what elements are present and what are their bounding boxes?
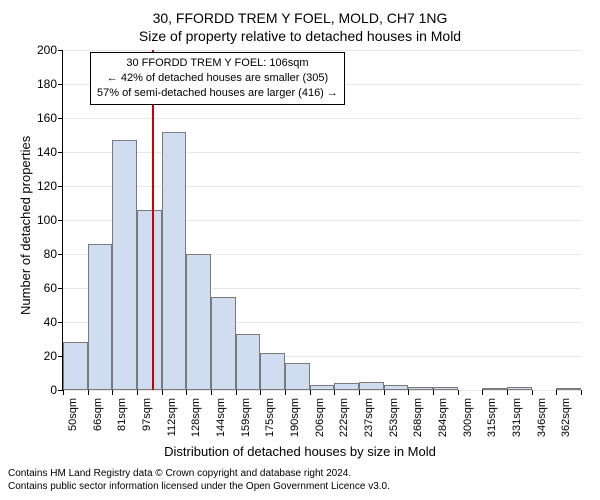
histogram-bar <box>211 297 236 391</box>
x-tick-mark <box>211 390 212 395</box>
y-tick-label: 160 <box>37 111 57 125</box>
histogram-bar <box>137 210 162 390</box>
histogram-bar <box>260 353 285 390</box>
chart-container: { "title": { "line1": "30, FFORDD TREM Y… <box>0 0 600 500</box>
histogram-bar <box>236 334 261 390</box>
y-tick-mark <box>58 322 63 323</box>
x-tick-mark <box>507 390 508 395</box>
histogram-bar <box>507 387 532 390</box>
x-tick-label: 253sqm <box>388 398 400 437</box>
x-tick-label: 300sqm <box>462 398 474 437</box>
x-tick-mark <box>162 390 163 395</box>
histogram-bar <box>408 387 433 390</box>
annotation-line: 57% of semi-detached houses are larger (… <box>97 86 338 101</box>
histogram-bar <box>162 132 187 390</box>
x-tick-label: 128sqm <box>190 398 202 437</box>
x-tick-label: 50sqm <box>67 398 79 431</box>
x-tick-label: 112sqm <box>166 398 178 436</box>
x-tick-mark <box>112 390 113 395</box>
x-tick-mark <box>285 390 286 395</box>
y-tick-label: 40 <box>44 315 57 329</box>
x-tick-label: 206sqm <box>314 398 326 437</box>
histogram-bar <box>433 387 458 390</box>
histogram-bar <box>334 383 359 390</box>
x-tick-mark <box>532 390 533 395</box>
y-tick-label: 80 <box>44 247 57 261</box>
histogram-bar <box>556 388 581 390</box>
x-tick-mark <box>581 390 582 395</box>
gridline <box>63 390 581 391</box>
histogram-bar <box>186 254 211 390</box>
y-tick-label: 180 <box>37 77 57 91</box>
x-tick-label: 190sqm <box>289 398 301 437</box>
x-tick-mark <box>88 390 89 395</box>
y-tick-mark <box>58 50 63 51</box>
annotation-line: 30 FFORDD TREM Y FOEL: 106sqm <box>97 56 338 71</box>
x-tick-label: 175sqm <box>264 398 276 437</box>
footer-line2: Contains public sector information licen… <box>8 481 390 494</box>
histogram-bar <box>285 363 310 390</box>
x-tick-mark <box>384 390 385 395</box>
x-tick-label: 159sqm <box>240 398 252 437</box>
histogram-bar <box>63 342 88 390</box>
gridline <box>63 152 581 153</box>
x-tick-label: 66sqm <box>92 398 104 431</box>
x-tick-label: 81sqm <box>116 398 128 431</box>
y-tick-mark <box>58 220 63 221</box>
x-tick-mark <box>556 390 557 395</box>
x-tick-mark <box>359 390 360 395</box>
x-tick-label: 315sqm <box>486 398 498 437</box>
y-tick-mark <box>58 152 63 153</box>
gridline <box>63 118 581 119</box>
x-tick-mark <box>458 390 459 395</box>
gridline <box>63 186 581 187</box>
x-axis-label: Distribution of detached houses by size … <box>0 444 600 459</box>
y-tick-mark <box>58 118 63 119</box>
x-tick-mark <box>63 390 64 395</box>
histogram-bar <box>310 385 335 390</box>
x-tick-label: 331sqm <box>511 398 523 437</box>
y-tick-label: 140 <box>37 145 57 159</box>
histogram-bar <box>482 388 507 390</box>
x-tick-mark <box>334 390 335 395</box>
histogram-bar <box>359 382 384 391</box>
y-axis-label: Number of detached properties <box>18 136 33 315</box>
x-tick-label: 284sqm <box>437 398 449 437</box>
chart-title-line1: 30, FFORDD TREM Y FOEL, MOLD, CH7 1NG <box>0 10 600 26</box>
y-tick-label: 200 <box>37 43 57 57</box>
annotation-box: 30 FFORDD TREM Y FOEL: 106sqm ← 42% of d… <box>90 52 345 105</box>
x-tick-mark <box>260 390 261 395</box>
x-tick-mark <box>137 390 138 395</box>
y-tick-label: 100 <box>37 213 57 227</box>
y-tick-mark <box>58 288 63 289</box>
y-tick-label: 120 <box>37 179 57 193</box>
y-tick-mark <box>58 186 63 187</box>
gridline <box>63 50 581 51</box>
footer-line1: Contains HM Land Registry data © Crown c… <box>8 468 351 481</box>
x-tick-label: 144sqm <box>215 398 227 437</box>
x-tick-label: 222sqm <box>338 398 350 437</box>
x-tick-label: 237sqm <box>363 398 375 437</box>
histogram-bar <box>384 385 409 390</box>
x-tick-mark <box>433 390 434 395</box>
x-tick-mark <box>310 390 311 395</box>
y-tick-mark <box>58 84 63 85</box>
x-tick-mark <box>186 390 187 395</box>
x-tick-label: 346sqm <box>536 398 548 437</box>
x-tick-mark <box>482 390 483 395</box>
x-tick-label: 97sqm <box>141 398 153 431</box>
y-tick-label: 20 <box>44 349 57 363</box>
x-tick-mark <box>408 390 409 395</box>
chart-title-line2: Size of property relative to detached ho… <box>0 28 600 44</box>
y-tick-label: 60 <box>44 281 57 295</box>
x-tick-label: 362sqm <box>560 398 572 437</box>
x-tick-mark <box>236 390 237 395</box>
annotation-line: ← 42% of detached houses are smaller (30… <box>97 71 338 86</box>
histogram-bar <box>112 140 137 390</box>
histogram-bar <box>88 244 113 390</box>
y-tick-label: 0 <box>50 383 57 397</box>
y-tick-mark <box>58 254 63 255</box>
x-tick-label: 268sqm <box>412 398 424 437</box>
